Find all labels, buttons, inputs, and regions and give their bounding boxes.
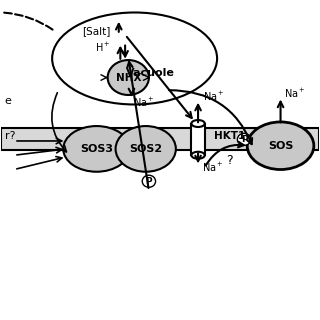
Ellipse shape — [191, 152, 205, 159]
Text: SOS3: SOS3 — [80, 144, 113, 154]
Text: e: e — [4, 96, 12, 106]
Text: Na$^+$: Na$^+$ — [284, 87, 305, 100]
Text: P: P — [146, 177, 152, 186]
Text: H$^+$: H$^+$ — [95, 41, 111, 54]
Text: Na$^+$: Na$^+$ — [133, 96, 155, 109]
Bar — [191, 124, 205, 155]
Text: P: P — [241, 135, 247, 144]
Ellipse shape — [237, 133, 251, 145]
Ellipse shape — [108, 60, 149, 95]
Ellipse shape — [247, 122, 314, 170]
Ellipse shape — [116, 126, 176, 172]
Text: ?: ? — [227, 154, 233, 166]
Text: r?: r? — [4, 131, 15, 141]
Text: NHX: NHX — [116, 73, 141, 83]
Ellipse shape — [63, 126, 130, 172]
Text: [Salt]: [Salt] — [82, 27, 111, 36]
Text: HKT1: HKT1 — [214, 131, 245, 141]
Ellipse shape — [142, 175, 156, 187]
Bar — [1, 128, 319, 150]
Text: SOS: SOS — [268, 141, 293, 151]
Ellipse shape — [191, 120, 205, 127]
Text: Vacuole: Vacuole — [126, 68, 175, 78]
Ellipse shape — [52, 12, 217, 105]
Text: Na$^+$: Na$^+$ — [203, 90, 224, 103]
Text: SOS2: SOS2 — [129, 144, 162, 154]
Text: Na$^+$: Na$^+$ — [202, 161, 223, 174]
